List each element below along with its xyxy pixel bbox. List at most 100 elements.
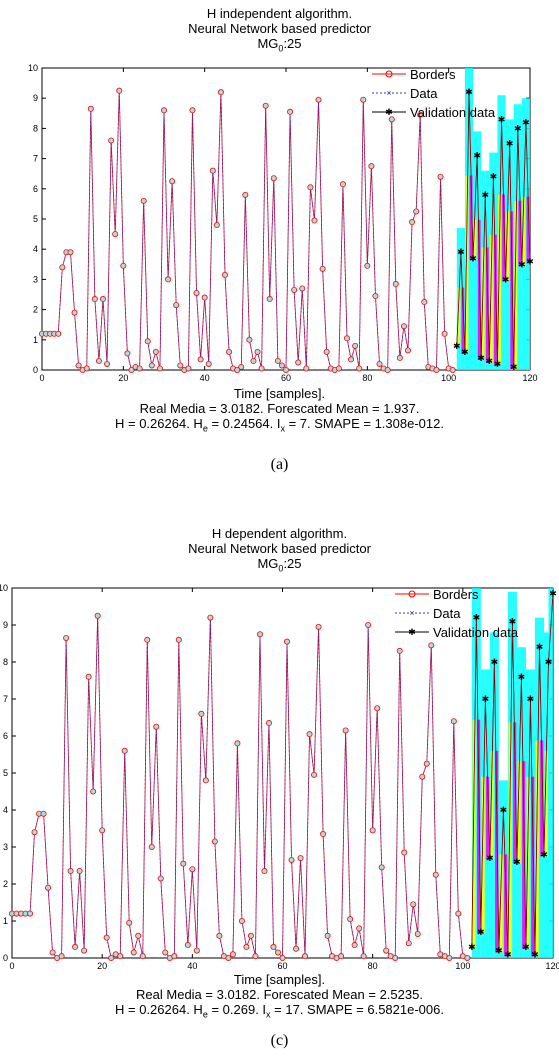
- legend-label: Data: [410, 86, 438, 101]
- data-point: [311, 771, 318, 778]
- validation-band-fill: [481, 776, 485, 935]
- data-point: [112, 231, 119, 238]
- validation-point: ✱: [468, 942, 476, 952]
- data-point: [414, 930, 421, 937]
- y-tick-label: 3: [3, 842, 8, 852]
- validation-band-fill: [518, 200, 522, 267]
- data-point: [217, 89, 224, 96]
- data-point: [287, 108, 294, 115]
- validation-band-fill: [485, 247, 489, 363]
- data-point: [343, 335, 350, 342]
- panel-label: (c): [270, 1032, 289, 1049]
- validation-band-fill: [489, 234, 493, 363]
- data-point: [193, 947, 200, 954]
- data-point: [90, 788, 97, 795]
- validation-point: ✱: [518, 672, 526, 682]
- data-point: [135, 932, 142, 939]
- validation-point: ✱: [518, 259, 526, 269]
- validation-band-fill: [498, 194, 501, 366]
- validation-point: ✱: [498, 114, 506, 124]
- title-line-1: H independent algorithm.: [206, 6, 353, 21]
- data-point: [274, 357, 281, 364]
- validation-point: ✱: [486, 356, 494, 366]
- data-point: [104, 360, 111, 367]
- validation-point: ✱: [514, 123, 522, 133]
- data-point: [148, 843, 155, 850]
- data-point: [31, 829, 38, 836]
- data-point: [76, 868, 83, 875]
- data-point: [49, 949, 56, 956]
- validation-band-fill: [481, 247, 485, 360]
- validation-point: ✱: [482, 694, 490, 704]
- data-point: [207, 614, 214, 621]
- y-tick-label: 5: [33, 214, 38, 224]
- data-point: [72, 943, 79, 950]
- data-point: [128, 366, 135, 373]
- validation-point: ✱: [545, 657, 553, 667]
- data-point: [428, 642, 435, 649]
- data-point: [291, 286, 298, 293]
- data-point: [40, 810, 47, 817]
- validation-border-line: [471, 593, 554, 955]
- y-tick-label: 6: [3, 731, 8, 741]
- validation-band-fill: [477, 219, 481, 360]
- data-point: [409, 219, 416, 226]
- subtitle-prefix: MG: [257, 556, 279, 571]
- chart-title: H independent algorithm. Neural Network …: [0, 6, 559, 57]
- data-point: [67, 868, 74, 875]
- title-line-2: Neural Network based predictor: [188, 21, 371, 36]
- data-point: [338, 953, 345, 960]
- data-point: [396, 354, 403, 361]
- validation-point: ✱: [536, 642, 544, 652]
- data-point: [441, 330, 448, 337]
- validation-point: ✱: [526, 256, 534, 266]
- y-tick-label: 1: [33, 335, 38, 345]
- data-point: [130, 949, 137, 956]
- data-point: [392, 280, 399, 287]
- legend-label: Borders: [410, 67, 456, 82]
- data-line: [42, 90, 453, 372]
- x-tick-label: 40: [187, 961, 197, 971]
- data-point: [315, 96, 322, 103]
- data-point: [449, 366, 456, 373]
- data-point: [306, 731, 313, 738]
- data-point: [384, 366, 391, 373]
- data-point: [274, 949, 281, 956]
- validation-point: ✱: [465, 87, 473, 97]
- data-point: [383, 947, 390, 954]
- data-point: [254, 348, 261, 355]
- data-point: [360, 953, 367, 960]
- data-point: [156, 365, 163, 372]
- validation-point: ✱: [457, 247, 465, 257]
- data-point: [229, 951, 236, 958]
- data-point: [216, 932, 223, 939]
- data-point: [173, 302, 180, 309]
- validation-point: ✱: [490, 172, 498, 182]
- data-point: [405, 940, 412, 947]
- y-tick-label: 3: [33, 274, 38, 284]
- data-point: [171, 953, 178, 960]
- x-tick-label: 80: [362, 373, 372, 383]
- y-tick-label: 0: [33, 365, 38, 375]
- data-point: [95, 357, 102, 364]
- data-point: [307, 184, 314, 191]
- validation-point: ✱: [486, 853, 494, 863]
- data-point: [197, 356, 204, 363]
- data-point: [258, 365, 265, 372]
- data-point: [205, 360, 212, 367]
- data-point: [437, 173, 444, 180]
- validation-band-cyan: [548, 588, 553, 958]
- data-point: [83, 365, 90, 372]
- data-point: [266, 296, 273, 303]
- data-point: [165, 276, 172, 283]
- validation-point: ✱: [549, 589, 557, 599]
- data-point: [225, 954, 232, 961]
- plot-area: [11, 587, 554, 959]
- data-point: [139, 953, 146, 960]
- data-point: [121, 747, 128, 754]
- data-point: [432, 871, 439, 878]
- data-point: [221, 271, 228, 278]
- data-point: [87, 105, 94, 112]
- data-point: [94, 612, 101, 619]
- data-point: [100, 296, 107, 303]
